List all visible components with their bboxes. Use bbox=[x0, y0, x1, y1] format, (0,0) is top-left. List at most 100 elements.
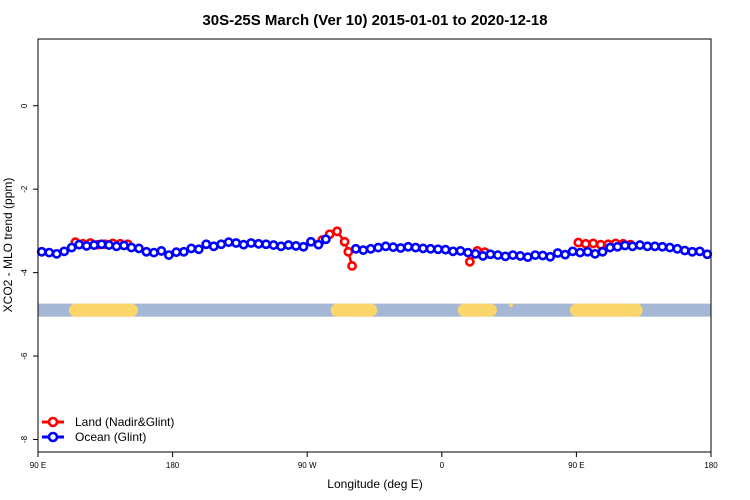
series-1-point-37 bbox=[313, 239, 324, 250]
series-0-point-12 bbox=[343, 246, 354, 257]
series-1-point-52 bbox=[448, 246, 458, 257]
series-1-point-18 bbox=[171, 247, 182, 258]
series-1-point-19 bbox=[178, 246, 189, 257]
y-tick-label-3: -6 bbox=[20, 352, 29, 360]
series-0-point-11 bbox=[339, 236, 350, 247]
series-1-point-23 bbox=[208, 241, 219, 252]
series-1-point-49 bbox=[425, 243, 436, 254]
series-1-point-84 bbox=[687, 246, 698, 257]
x-tick-label-1: 180 bbox=[166, 461, 180, 470]
y-axis-label: XCO2 - MLO trend (ppm) bbox=[1, 178, 15, 313]
land-dot-0 bbox=[508, 303, 513, 308]
x-axis-label: Longitude (deg E) bbox=[327, 477, 422, 491]
series-1-point-27 bbox=[238, 239, 249, 250]
series-1-point-11 bbox=[119, 240, 129, 251]
legend-land-label: Land (Nadir&Glint) bbox=[75, 415, 174, 429]
series-1-point-76 bbox=[627, 241, 638, 252]
legend-background bbox=[40, 414, 200, 446]
series-1-point-73 bbox=[605, 242, 615, 253]
series-1-point-55 bbox=[470, 248, 481, 259]
series-0-point-17 bbox=[573, 237, 584, 248]
series-1-point-6 bbox=[81, 241, 92, 251]
series-1-point-4 bbox=[66, 242, 77, 253]
series-1-point-1 bbox=[44, 247, 55, 258]
legend-ocean-label: Ocean (Glint) bbox=[75, 430, 146, 444]
series-1-point-43 bbox=[380, 241, 391, 252]
series-layer bbox=[36, 226, 713, 271]
series-1-point-66 bbox=[552, 248, 563, 258]
series-1-point-80 bbox=[657, 241, 668, 252]
series-1-point-22 bbox=[201, 239, 212, 250]
series-1-point-8 bbox=[96, 239, 107, 250]
series-0-point-19 bbox=[588, 238, 599, 249]
series-1-point-42 bbox=[373, 242, 384, 253]
y-tick-label-1: -2 bbox=[20, 185, 29, 193]
series-1-point-67 bbox=[560, 249, 571, 260]
series-1-point-74 bbox=[612, 241, 623, 252]
series-1-point-39 bbox=[350, 243, 361, 254]
series-1-point-85 bbox=[694, 246, 705, 257]
series-1-point-29 bbox=[253, 238, 264, 249]
series-1-point-54 bbox=[463, 247, 473, 258]
series-1-point-20 bbox=[186, 243, 197, 254]
series-1-point-81 bbox=[664, 242, 675, 253]
series-1-point-69 bbox=[575, 247, 586, 258]
series-1-point-58 bbox=[492, 250, 503, 260]
series-1-point-48 bbox=[418, 243, 429, 254]
x-tick-label-4: 90 E bbox=[568, 461, 584, 470]
y-tick-label-2: -4 bbox=[20, 269, 29, 277]
x-tick-label-2: 90 W bbox=[298, 461, 317, 470]
legend-land-marker bbox=[47, 416, 59, 428]
series-1-point-59 bbox=[500, 251, 511, 262]
series-0-point-18 bbox=[580, 238, 591, 249]
series-1-point-46 bbox=[403, 241, 414, 252]
series-1-point-33 bbox=[283, 240, 294, 250]
series-1-point-70 bbox=[582, 246, 593, 257]
series-1-point-44 bbox=[388, 242, 399, 253]
series-1-point-71 bbox=[590, 248, 600, 259]
series-1-point-5 bbox=[74, 239, 85, 250]
series-1-point-65 bbox=[545, 251, 556, 262]
x-tick-label-5: 180 bbox=[704, 461, 718, 470]
y-tick-label-0: 0 bbox=[20, 103, 29, 108]
series-1-point-62 bbox=[522, 252, 533, 263]
series-1-point-61 bbox=[515, 251, 526, 261]
series-1-point-45 bbox=[395, 243, 406, 253]
series-1-point-72 bbox=[597, 246, 608, 257]
plot-frame bbox=[37, 38, 712, 453]
series-1-point-32 bbox=[276, 241, 286, 252]
series-1-point-3 bbox=[59, 246, 70, 257]
series-1-point-83 bbox=[679, 245, 690, 256]
series-1-point-21 bbox=[193, 244, 204, 255]
series-1-point-57 bbox=[485, 249, 496, 260]
x-tick-label-3: 0 bbox=[440, 461, 445, 470]
series-1-point-2 bbox=[51, 248, 62, 259]
series-0-point-10 bbox=[332, 226, 343, 237]
series-1-point-75 bbox=[620, 240, 630, 251]
series-1 bbox=[36, 234, 713, 263]
series-1-point-47 bbox=[410, 242, 421, 253]
axes: 90 E 180 90 W 0 90 E 180 0 -2 -4 -6 -8 bbox=[20, 38, 718, 470]
series-1-point-15 bbox=[149, 247, 159, 258]
series-1-point-56 bbox=[478, 251, 488, 261]
series-1-point-63 bbox=[530, 250, 541, 260]
x-tick-label-0: 90 E bbox=[30, 461, 46, 470]
series-1-point-36 bbox=[306, 236, 316, 247]
series-1-point-40 bbox=[358, 245, 369, 255]
series-1-point-51 bbox=[440, 244, 451, 255]
series-1-point-68 bbox=[567, 246, 578, 257]
series-1-point-86 bbox=[702, 249, 713, 260]
series-1-point-77 bbox=[635, 240, 645, 250]
legend-ocean-marker bbox=[47, 431, 59, 443]
legend: Land (Nadir&Glint) Ocean (Glint) bbox=[40, 414, 200, 446]
series-1-point-0 bbox=[36, 246, 47, 257]
series-1-point-28 bbox=[246, 238, 257, 248]
series-1-point-25 bbox=[223, 237, 234, 248]
y-tick-label-4: -8 bbox=[20, 435, 29, 443]
series-1-point-38 bbox=[320, 234, 331, 245]
series-1-point-7 bbox=[89, 240, 99, 250]
series-1-point-16 bbox=[156, 246, 167, 256]
series-1-point-53 bbox=[455, 246, 466, 256]
series-1-point-60 bbox=[507, 250, 518, 260]
